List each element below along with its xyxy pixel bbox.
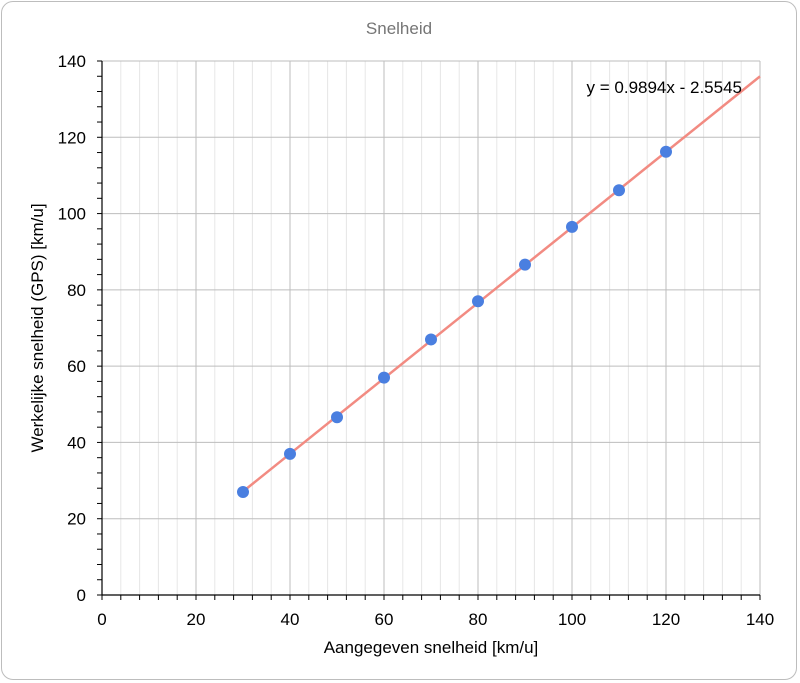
minor-grid bbox=[101, 61, 761, 595]
y-tick-label: 0 bbox=[77, 586, 86, 605]
x-tick-label: 100 bbox=[558, 610, 586, 629]
data-point bbox=[378, 371, 390, 384]
x-tick-label: 120 bbox=[652, 610, 680, 629]
y-tick-label: 20 bbox=[67, 510, 86, 529]
data-point bbox=[660, 145, 672, 158]
y-tick-label: 120 bbox=[58, 128, 86, 147]
data-point bbox=[331, 411, 343, 424]
y-tick-label: 80 bbox=[67, 281, 86, 300]
y-axis-label: Werkelijke snelheid (GPS) [km/u] bbox=[28, 203, 47, 452]
trendline-group bbox=[242, 75, 761, 493]
x-axis-label: Aangegeven snelheid [km/u] bbox=[324, 638, 539, 657]
x-tick-label: 80 bbox=[469, 610, 488, 629]
major-grid bbox=[101, 60, 761, 596]
y-tick-label: 60 bbox=[67, 357, 86, 376]
x-tick-label: 60 bbox=[375, 610, 394, 629]
data-points bbox=[237, 145, 672, 499]
y-tick-label: 40 bbox=[67, 433, 86, 452]
y-tick-label: 100 bbox=[58, 205, 86, 224]
y-tick-labels: 0 20 40 60 80 100 120 140 bbox=[58, 52, 86, 605]
x-tick-label: 0 bbox=[97, 610, 106, 629]
data-point bbox=[472, 295, 484, 308]
x-tick-labels: 0 20 40 60 80 100 120 140 bbox=[97, 610, 774, 629]
y-tick-label: 140 bbox=[58, 52, 86, 71]
data-point bbox=[519, 258, 531, 271]
trendline bbox=[242, 75, 761, 493]
x-tick-label: 40 bbox=[281, 610, 300, 629]
x-tick-label: 20 bbox=[187, 610, 206, 629]
data-point bbox=[284, 447, 296, 460]
x-tick-label: 140 bbox=[746, 610, 774, 629]
data-point bbox=[425, 333, 437, 346]
axes bbox=[97, 60, 761, 600]
chart-title: Snelheid bbox=[366, 19, 432, 38]
data-point bbox=[613, 184, 625, 197]
data-point bbox=[237, 486, 249, 499]
data-point bbox=[566, 220, 578, 233]
trendline-equation: y = 0.9894x - 2.5545 bbox=[587, 78, 742, 97]
